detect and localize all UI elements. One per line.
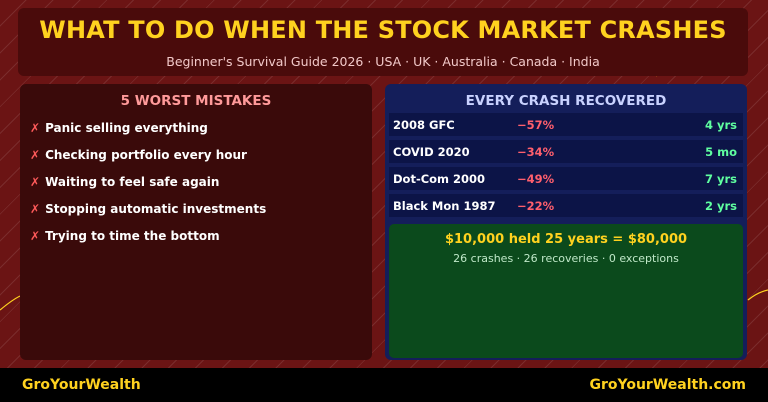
crash-drop: −34%: [517, 145, 555, 159]
crash-recovery: 2 yrs: [704, 199, 737, 213]
mistake-label: Checking portfolio every hour: [45, 147, 247, 162]
list-item: ✗ Checking portfolio every hour: [30, 141, 370, 168]
cross-icon: ✗: [30, 120, 41, 135]
crashes-panel: EVERY CRASH RECOVERED 2008 GFC −57% 4 yr…: [385, 84, 747, 360]
mistake-label: Waiting to feel safe again: [45, 174, 220, 189]
crash-recovery: 4 yrs: [704, 118, 737, 132]
footer-brand: GroYourWealth: [22, 377, 141, 393]
mistake-label: Trying to time the bottom: [45, 228, 220, 243]
crash-recovery: 7 yrs: [704, 172, 737, 186]
list-item: ✗ Panic selling everything: [30, 114, 370, 141]
footer: GroYourWealth GroYourWealth.com: [0, 368, 768, 402]
crash-drop: −49%: [517, 172, 555, 186]
mistakes-panel: 5 WORST MISTAKES ✗ Panic selling everythi…: [20, 84, 372, 360]
held-subtitle: 26 crashes · 26 recoveries · 0 exception…: [453, 252, 679, 265]
table-row: 2008 GFC −57% 4 yrs: [389, 113, 743, 136]
mistake-label: Panic selling everything: [45, 120, 208, 135]
crash-name: 2008 GFC: [393, 118, 455, 132]
crash-recovery: 5 mo: [705, 145, 737, 159]
mistakes-title: 5 WORST MISTAKES: [120, 93, 272, 109]
cross-icon: ✗: [30, 174, 41, 189]
crash-name: Black Mon 1987: [393, 199, 496, 213]
cross-icon: ✗: [30, 228, 41, 243]
mistakes-list: ✗ Panic selling everything ✗ Checking port…: [30, 114, 370, 249]
cross-icon: ✗: [30, 147, 41, 162]
table-row: Dot-Com 2000 −49% 7 yrs: [389, 167, 743, 190]
table-row: Black Mon 1987 −22% 2 yrs: [389, 194, 743, 217]
held-summary-box: $10,000 held 25 years = $80,000 26 crash…: [389, 224, 743, 358]
crashes-title: EVERY CRASH RECOVERED: [465, 93, 667, 109]
list-item: ✗ Stopping automatic investments: [30, 195, 370, 222]
cross-icon: ✗: [30, 201, 41, 216]
header: WHAT TO DO WHEN THE STOCK MARKET CRASHES…: [18, 8, 748, 76]
list-item: ✗ Trying to time the bottom: [30, 222, 370, 249]
crash-drop: −22%: [517, 199, 555, 213]
footer-website: GroYourWealth.com: [589, 377, 746, 393]
page-title: WHAT TO DO WHEN THE STOCK MARKET CRASHES: [39, 16, 727, 44]
page-subtitle: Beginner's Survival Guide 2026 · USA · U…: [166, 54, 600, 69]
held-title: $10,000 held 25 years = $80,000: [444, 232, 688, 247]
list-item: ✗ Waiting to feel safe again: [30, 168, 370, 195]
crash-drop: −57%: [517, 118, 555, 132]
mistake-label: Stopping automatic investments: [45, 201, 267, 216]
table-row: COVID 2020 −34% 5 mo: [389, 140, 743, 163]
crash-name: COVID 2020: [393, 145, 470, 159]
crash-name: Dot-Com 2000: [393, 172, 486, 186]
